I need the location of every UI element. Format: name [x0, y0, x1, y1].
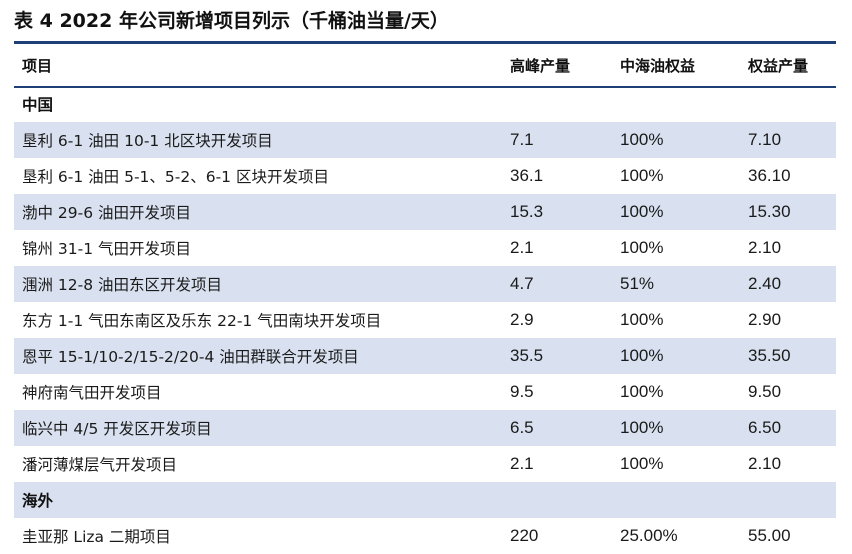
table-row: 圭亚那 Liza 二期项目 220 25.00% 55.00	[14, 518, 836, 554]
cnooc-share: 100%	[612, 410, 740, 446]
peak-output: 2.1	[510, 238, 534, 257]
peak-output: 4.7	[502, 266, 612, 302]
equity-output: 7.10	[740, 122, 836, 158]
peak-output: 7.1	[502, 122, 612, 158]
peak-output: 9.5	[510, 382, 534, 401]
table-row: 临兴中 4/5 开发区开发项目 6.5 100% 6.50	[14, 410, 836, 446]
header-cnooc-share: 中海油权益	[620, 56, 696, 75]
equity-output: 6.50	[740, 410, 836, 446]
project-table: 项目 高峰产量 中海油权益 权益产量 中国 垦利 6-1 油田 10-1 北区块…	[14, 44, 836, 554]
section-label: 海外	[14, 482, 836, 518]
peak-output: 15.3	[502, 194, 612, 230]
table-row: 渤中 29-6 油田开发项目 15.3 100% 15.30	[14, 194, 836, 230]
peak-output: 2.1	[510, 454, 534, 473]
project-name: 垦利 6-1 油田 5-1、5-2、6-1 区块开发项目	[22, 168, 329, 186]
header-project: 项目	[22, 56, 53, 75]
cnooc-share: 100%	[620, 310, 664, 329]
cnooc-share: 100%	[620, 238, 664, 257]
table-title: 表 4 2022 年公司新增项目列示（千桶油当量/天）	[14, 10, 449, 32]
section-row-overseas: 海外	[14, 482, 836, 518]
header-equity-output: 权益产量	[748, 56, 809, 75]
project-name: 东方 1-1 气田东南区及乐东 22-1 气田南块开发项目	[22, 312, 382, 330]
cnooc-share: 25.00%	[620, 526, 678, 545]
project-name: 圭亚那 Liza 二期项目	[22, 528, 171, 546]
project-name: 神府南气田开发项目	[22, 384, 162, 402]
equity-output: 35.50	[740, 338, 836, 374]
table-body: 中国 垦利 6-1 油田 10-1 北区块开发项目 7.1 100% 7.10 …	[14, 86, 836, 554]
table-row: 垦利 6-1 油田 5-1、5-2、6-1 区块开发项目 36.1 100% 3…	[14, 158, 836, 194]
table-row: 东方 1-1 气田东南区及乐东 22-1 气田南块开发项目 2.9 100% 2…	[14, 302, 836, 338]
section-row-china: 中国	[14, 86, 836, 122]
cnooc-share: 100%	[612, 122, 740, 158]
project-name: 临兴中 4/5 开发区开发项目	[14, 410, 502, 446]
cnooc-share: 51%	[612, 266, 740, 302]
table-row: 神府南气田开发项目 9.5 100% 9.50	[14, 374, 836, 410]
section-label: 中国	[22, 96, 54, 114]
equity-output: 2.10	[748, 454, 782, 473]
table-header: 项目 高峰产量 中海油权益 权益产量	[14, 44, 836, 86]
peak-output: 220	[510, 526, 539, 545]
project-name: 锦州 31-1 气田开发项目	[22, 240, 192, 258]
equity-output: 55.00	[748, 526, 791, 545]
peak-output: 6.5	[502, 410, 612, 446]
equity-output: 15.30	[740, 194, 836, 230]
table-row: 涠洲 12-8 油田东区开发项目 4.7 51% 2.40	[14, 266, 836, 302]
table-row: 垦利 6-1 油田 10-1 北区块开发项目 7.1 100% 7.10	[14, 122, 836, 158]
header-bottom-rule	[14, 86, 836, 88]
cnooc-share: 100%	[612, 338, 740, 374]
table-row: 锦州 31-1 气田开发项目 2.1 100% 2.10	[14, 230, 836, 266]
header-peak-output: 高峰产量	[510, 56, 571, 75]
equity-output: 36.10	[748, 166, 791, 185]
project-name: 垦利 6-1 油田 10-1 北区块开发项目	[14, 122, 502, 158]
peak-output: 35.5	[502, 338, 612, 374]
peak-output: 36.1	[510, 166, 544, 185]
project-name: 潘河薄煤层气开发项目	[22, 456, 178, 474]
equity-output: 2.90	[748, 310, 782, 329]
equity-output: 2.40	[740, 266, 836, 302]
table-row: 潘河薄煤层气开发项目 2.1 100% 2.10	[14, 446, 836, 482]
project-name: 渤中 29-6 油田开发项目	[14, 194, 502, 230]
table-row: 恩平 15-1/10-2/15-2/20-4 油田群联合开发项目 35.5 10…	[14, 338, 836, 374]
peak-output: 2.9	[510, 310, 534, 329]
header-top-rule	[14, 41, 836, 44]
cnooc-share: 100%	[620, 166, 664, 185]
project-name: 恩平 15-1/10-2/15-2/20-4 油田群联合开发项目	[14, 338, 502, 374]
equity-output: 2.10	[748, 238, 782, 257]
equity-output: 9.50	[748, 382, 782, 401]
project-name: 涠洲 12-8 油田东区开发项目	[14, 266, 502, 302]
cnooc-share: 100%	[620, 454, 664, 473]
cnooc-share: 100%	[612, 194, 740, 230]
cnooc-share: 100%	[620, 382, 664, 401]
